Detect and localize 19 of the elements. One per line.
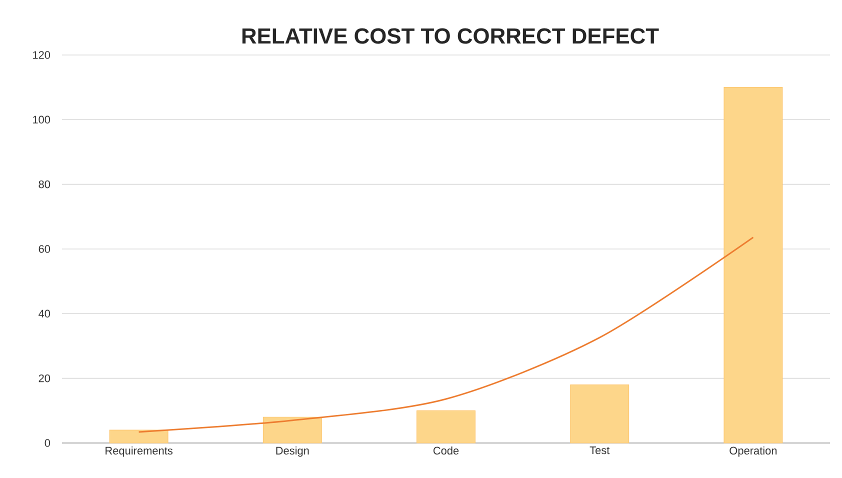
x-tick-label: Design	[276, 446, 309, 457]
x-tick-label: Requirements	[106, 446, 173, 457]
line-series	[138, 236, 754, 433]
y-tick-label: 60	[38, 245, 50, 253]
bar	[570, 384, 630, 444]
bar	[109, 430, 168, 444]
y-tick-label: 100	[33, 116, 50, 124]
x-tick-label: Code	[433, 446, 459, 455]
bar	[262, 416, 322, 444]
bar	[416, 410, 476, 444]
y-tick-label: 0	[44, 439, 50, 447]
bar	[724, 87, 783, 444]
y-tick-label: 120	[33, 51, 50, 59]
x-tick-label: Operation	[730, 446, 777, 457]
x-tick-label: Test	[590, 446, 610, 454]
y-tick-label: 20	[38, 374, 50, 382]
y-tick-label: 40	[38, 310, 50, 318]
chart-title: RELATIVE COST TO CORRECT DEFECT	[242, 28, 659, 44]
y-tick-label: 80	[38, 180, 50, 188]
